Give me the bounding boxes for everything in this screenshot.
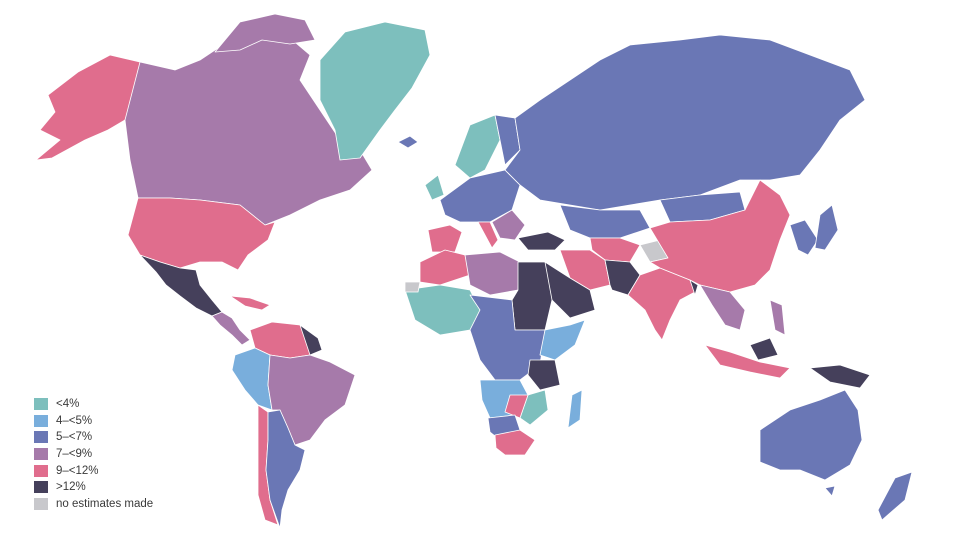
region-new-zealand — [877, 471, 913, 521]
region-ethiopia-somalia — [539, 319, 586, 361]
region-madagascar — [567, 389, 583, 429]
region-tasmania — [824, 485, 836, 497]
region-kazakhstan — [559, 204, 651, 239]
region-west-africa — [404, 284, 481, 336]
region-iceland — [397, 135, 419, 149]
legend-item-7to9: 7–<9% — [34, 446, 254, 463]
region-india — [627, 267, 696, 341]
region-algeria-libya — [464, 251, 521, 296]
legend-label: 4–<5% — [56, 414, 93, 427]
region-uk-ireland — [424, 174, 445, 201]
legend-item-lt4: <4% — [34, 396, 254, 413]
region-bangladesh — [689, 279, 699, 296]
legend-swatch — [34, 398, 48, 411]
region-morocco-west-africa-north — [419, 249, 471, 286]
region-south-africa — [494, 429, 536, 456]
region-brazil — [267, 354, 356, 446]
region-korea-japan — [789, 219, 819, 256]
legend-label: 9–<12% — [56, 464, 99, 477]
region-russia — [504, 34, 866, 211]
region-indonesia — [704, 344, 791, 379]
region-finland — [494, 114, 521, 166]
region-greenland — [319, 21, 431, 161]
region-central-america — [211, 311, 251, 346]
region-new-guinea — [809, 364, 871, 389]
legend-swatch — [34, 481, 48, 494]
legend-swatch — [34, 497, 48, 510]
region-scandinavia — [454, 114, 501, 179]
legend-swatch — [34, 414, 48, 427]
legend-label: 5–<7% — [56, 431, 93, 444]
region-italy — [477, 221, 499, 249]
legend-swatch — [34, 448, 48, 461]
region-china — [649, 179, 791, 293]
region-alaska — [35, 54, 141, 161]
region-japan — [814, 204, 839, 251]
region-indochina — [699, 284, 746, 331]
region-egypt-sudan — [511, 261, 553, 331]
region-guianas — [299, 324, 323, 356]
region-philippines — [769, 299, 786, 336]
legend-label: 7–<9% — [56, 448, 93, 461]
region-southern-africa-mid — [504, 394, 529, 419]
region-tanzania-east — [527, 359, 561, 391]
legend-label: >12% — [56, 481, 86, 494]
legend-label: no estimates made — [56, 497, 154, 510]
region-argentina — [265, 409, 306, 529]
legend-item-5to7: 5–<7% — [34, 429, 254, 446]
legend-item-9to12: 9–<12% — [34, 462, 254, 479]
legend-swatch — [34, 464, 48, 477]
legend-swatch — [34, 431, 48, 444]
region-balkans — [491, 209, 526, 241]
region-canada-arctic — [214, 13, 316, 53]
map-legend: <4% 4–<5% 5–<7% 7–<9% 9–<12% >12% no est… — [34, 396, 254, 512]
legend-item-none: no estimates made — [34, 496, 254, 513]
legend-item-gt12: >12% — [34, 479, 254, 496]
region-turkey — [517, 231, 566, 251]
region-no-estimate-africa — [404, 281, 421, 293]
region-borneo — [749, 337, 779, 361]
region-iberia — [427, 224, 463, 253]
region-caribbean — [229, 295, 271, 311]
region-australia — [759, 389, 863, 481]
legend-label: <4% — [56, 398, 80, 411]
legend-item-4to5: 4–<5% — [34, 413, 254, 430]
